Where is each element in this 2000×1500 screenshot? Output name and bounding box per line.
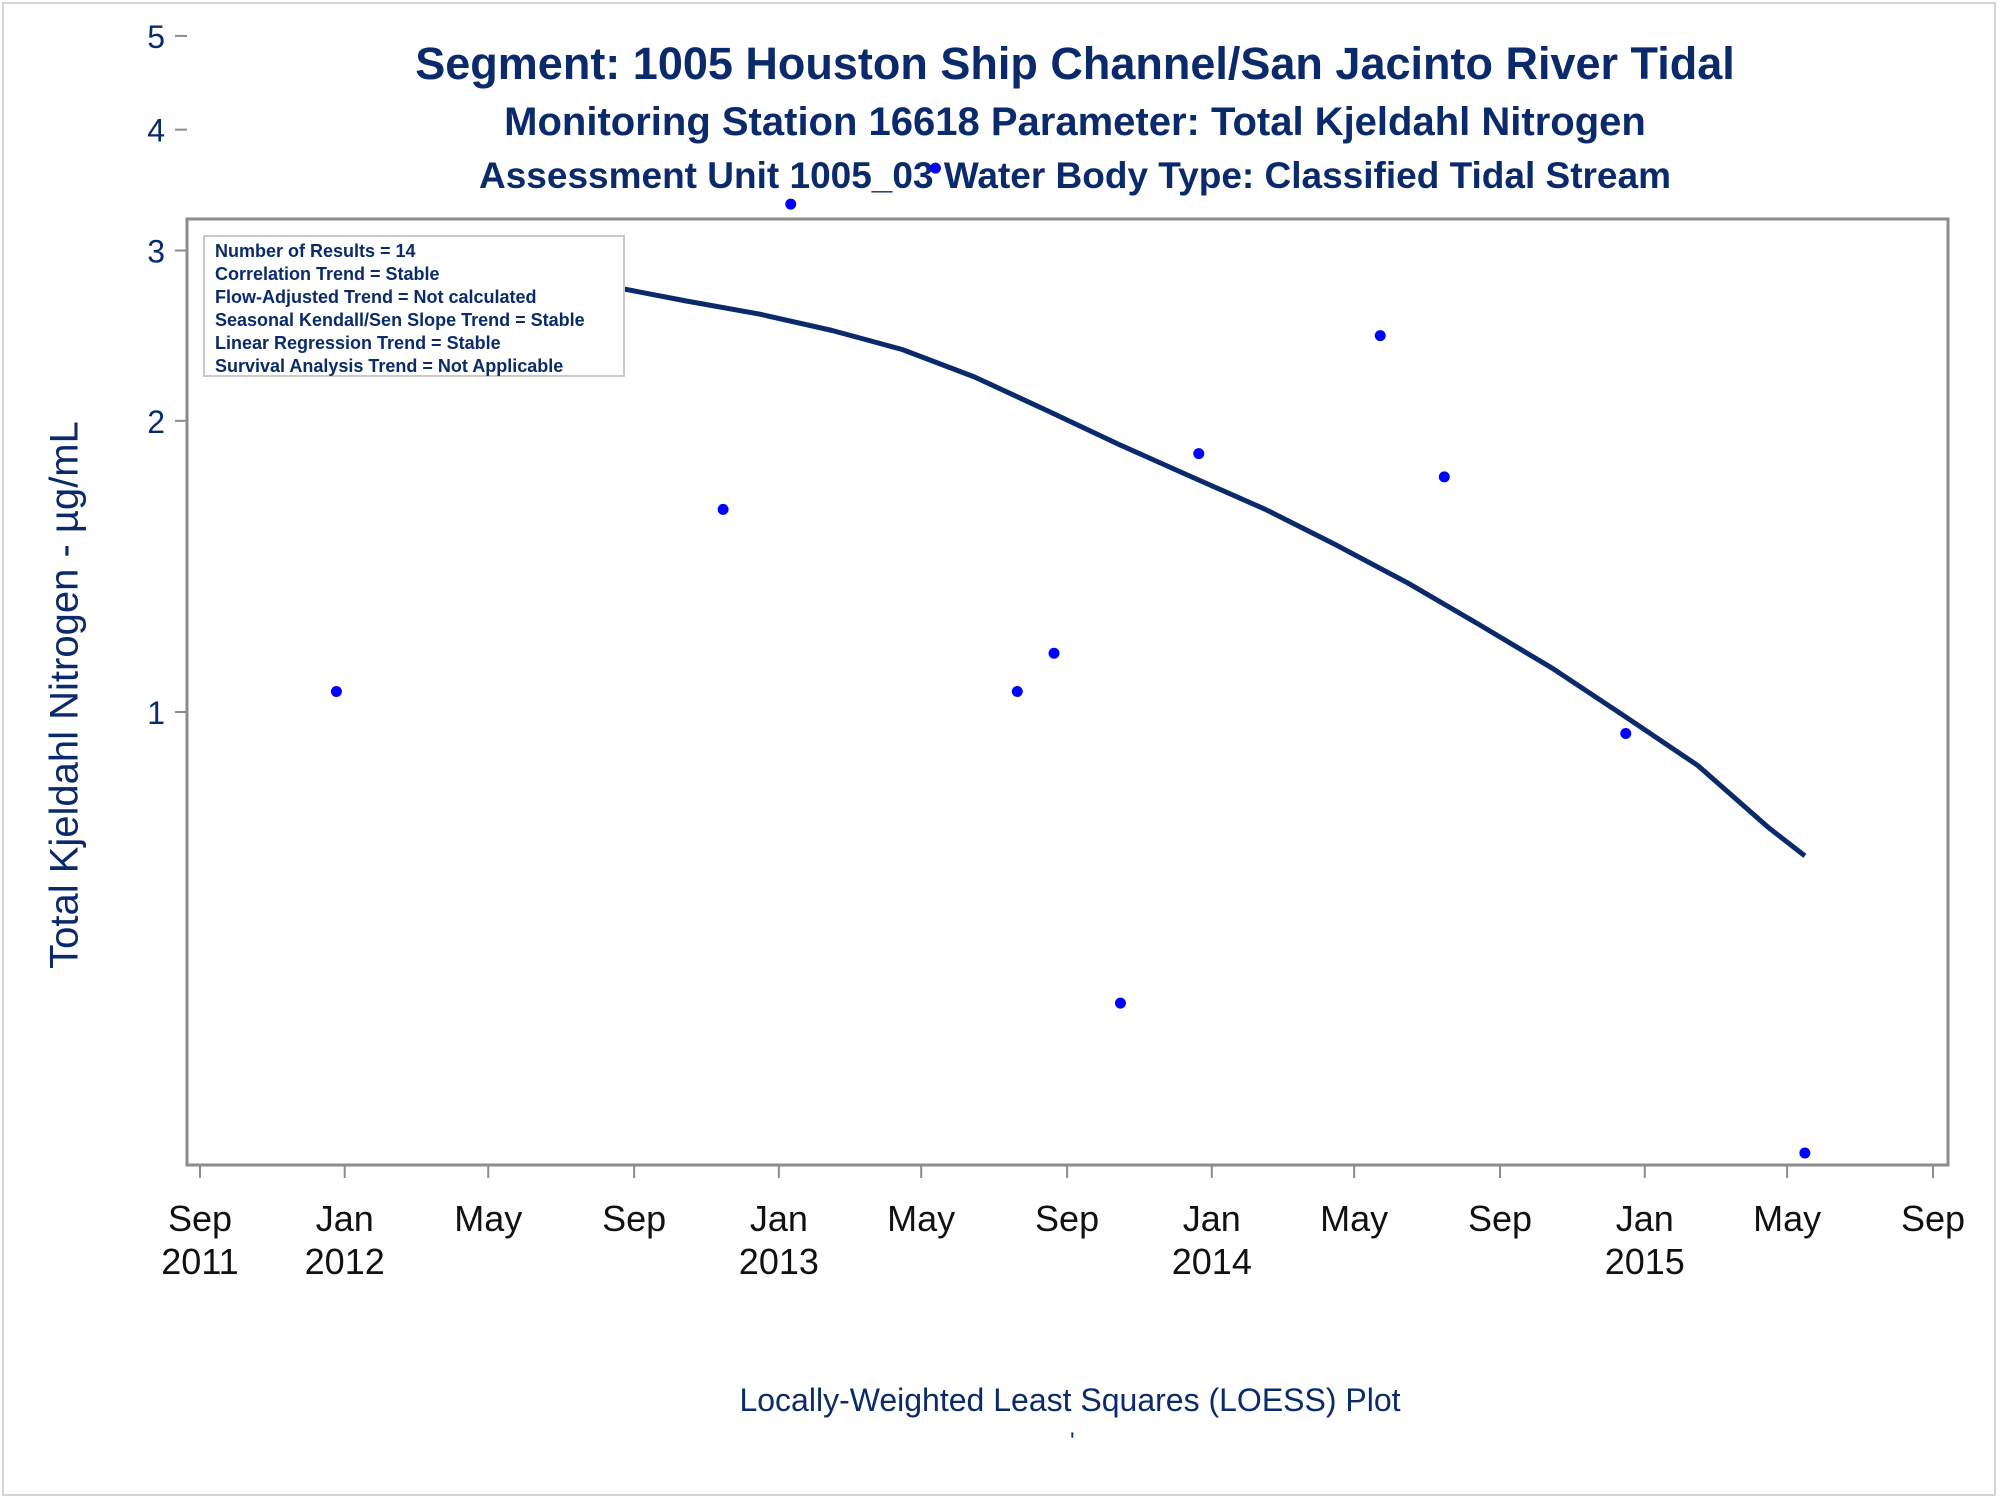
y-tick-label: 4	[147, 113, 165, 149]
x-tick-label-year: 2012	[305, 1241, 385, 1282]
x-tick-label-month: Sep	[1468, 1198, 1532, 1239]
footnote-mark: '	[1070, 1428, 1075, 1455]
data-point	[717, 503, 729, 515]
x-tick-label-year: 2011	[161, 1241, 238, 1282]
data-point	[1799, 1147, 1811, 1159]
trend-stats-box: Number of Results = 14 Correlation Trend…	[203, 235, 625, 377]
y-tick-label: 3	[147, 234, 165, 270]
stats-linear-regression-trend: Linear Regression Trend = Stable	[215, 333, 501, 353]
x-tick-label-month: May	[1320, 1198, 1388, 1239]
data-point	[929, 162, 941, 174]
x-tick-label-month: Sep	[168, 1198, 232, 1239]
data-point	[1374, 330, 1386, 342]
y-tick-label: 2	[147, 404, 165, 440]
x-tick-label-year: 2013	[739, 1241, 819, 1282]
data-point	[1048, 647, 1060, 659]
stats-results-count: Number of Results = 14	[215, 241, 416, 261]
x-tick-label-month: Jan	[1183, 1198, 1241, 1239]
y-tick-label: 1	[147, 695, 165, 731]
x-tick-label-month: Sep	[1035, 1198, 1099, 1239]
x-tick-label-month: May	[887, 1198, 955, 1239]
x-tick-label-month: May	[1753, 1198, 1821, 1239]
data-point	[330, 686, 342, 698]
x-tick-label-month: Jan	[316, 1198, 374, 1239]
y-tick-label: 5	[147, 19, 165, 55]
data-point	[1438, 471, 1450, 483]
data-point	[1114, 997, 1126, 1009]
chart-subtitle-station: Monitoring Station 16618 Parameter: Tota…	[504, 100, 1646, 144]
data-point	[1620, 728, 1632, 740]
chart-title: Segment: 1005 Houston Ship Channel/San J…	[415, 38, 1735, 89]
chart-subtitle-assessment: Assessment Unit 1005_03 Water Body Type:…	[479, 155, 1671, 196]
stats-survival-analysis-trend: Survival Analysis Trend = Not Applicable	[215, 356, 564, 376]
data-point	[785, 198, 797, 210]
x-tick-label-year: 2014	[1172, 1241, 1252, 1282]
stats-correlation-trend: Correlation Trend = Stable	[215, 264, 440, 284]
stats-seasonal-kendall-trend: Seasonal Kendall/Sen Slope Trend = Stabl…	[215, 310, 585, 330]
plot-method-caption: Locally-Weighted Least Squares (LOESS) P…	[739, 1382, 1401, 1418]
stats-flow-adjusted-trend: Flow-Adjusted Trend = Not calculated	[215, 287, 537, 307]
x-tick-label-year: 2015	[1605, 1241, 1685, 1282]
x-tick-label-month: May	[454, 1198, 522, 1239]
data-point	[1011, 686, 1023, 698]
data-point	[1193, 448, 1205, 460]
x-tick-label-month: Jan	[750, 1198, 808, 1239]
x-tick-label-month: Sep	[602, 1198, 666, 1239]
x-tick-label-month: Jan	[1616, 1198, 1674, 1239]
x-tick-label-month: Sep	[1901, 1198, 1965, 1239]
